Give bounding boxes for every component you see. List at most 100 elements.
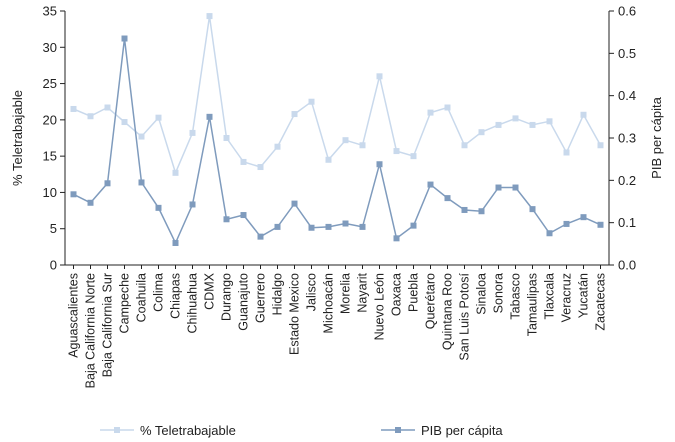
data-point-pib xyxy=(121,35,128,42)
data-point-pib xyxy=(308,224,315,231)
data-point-teletrabajable xyxy=(478,129,485,136)
x-tick-label: Tabasco xyxy=(509,273,523,320)
data-point-teletrabajable xyxy=(546,118,553,125)
data-point-teletrabajable xyxy=(172,169,179,176)
legend-item-teletrabajable: % Teletrabajable xyxy=(100,423,236,438)
data-point-pib xyxy=(172,239,179,246)
data-point-teletrabajable xyxy=(291,111,298,118)
data-point-teletrabajable xyxy=(393,148,400,155)
left-tick-label: 15 xyxy=(43,149,57,164)
data-point-pib xyxy=(342,220,349,227)
data-point-pib xyxy=(138,179,145,186)
x-tick-labels: Aguascalientes Baja California Norte Baja … xyxy=(67,265,608,388)
x-tick-label: Querétaro xyxy=(424,273,438,329)
right-tick-label: 0.6 xyxy=(618,4,636,19)
data-point-pib xyxy=(223,216,230,223)
left-axis-title: % Teletrabajable xyxy=(10,90,25,186)
data-point-teletrabajable xyxy=(325,156,332,163)
data-point-pib xyxy=(87,199,94,206)
data-point-pib xyxy=(529,206,536,213)
x-tick-label: Sonora xyxy=(492,273,506,313)
data-point-teletrabajable xyxy=(70,105,77,112)
data-point-pib xyxy=(206,113,213,120)
x-tick-label: Estado Mexico xyxy=(288,273,302,355)
data-point-pib xyxy=(104,180,111,187)
right-y-ticks: 0.0 0.1 0.2 0.3 0.4 0.5 0.6 xyxy=(609,4,636,273)
x-tick-label: Hidalgo xyxy=(271,273,285,315)
data-point-teletrabajable xyxy=(104,104,111,111)
x-tick-label: Baja California Sur xyxy=(101,273,115,377)
data-point-teletrabajable xyxy=(223,135,230,141)
x-tick-label: San Luis Potosí xyxy=(458,272,472,360)
data-point-teletrabajable xyxy=(461,142,468,149)
x-tick-label: Michoacán xyxy=(322,273,336,333)
data-point-teletrabajable xyxy=(580,111,587,118)
right-axis-title: PIB per cápita xyxy=(649,96,664,178)
x-tick-label: Chiapas xyxy=(169,273,183,319)
legend-item-pib: PIB per cápita xyxy=(381,423,503,438)
data-point-teletrabajable xyxy=(87,113,94,120)
data-point-teletrabajable xyxy=(427,109,434,116)
data-point-teletrabajable xyxy=(444,104,451,111)
data-point-pib xyxy=(155,204,162,211)
x-tick-label: Jalisco xyxy=(305,273,319,311)
legend-label-pib: PIB per cápita xyxy=(421,423,503,438)
data-point-pib xyxy=(597,221,604,228)
data-point-teletrabajable xyxy=(342,137,349,144)
data-point-pib xyxy=(478,208,485,215)
data-point-teletrabajable xyxy=(274,143,281,150)
x-tick-label: Guanajuto xyxy=(237,273,251,331)
data-point-pib xyxy=(359,223,366,230)
x-tick-label: Campeche xyxy=(118,273,132,333)
legend-label-teletrabajable: % Teletrabajable xyxy=(140,423,236,438)
data-point-teletrabajable xyxy=(308,98,315,105)
data-point-pib xyxy=(376,161,383,168)
data-point-teletrabajable xyxy=(121,119,128,126)
left-tick-label: 0 xyxy=(50,258,57,273)
x-tick-label: Chihuahua xyxy=(186,273,200,334)
data-point-teletrabajable xyxy=(376,73,383,80)
x-tick-label: Guerrero xyxy=(254,273,268,323)
x-tick-label: Zacatecas xyxy=(594,273,608,331)
data-point-pib xyxy=(189,201,196,208)
data-point-pib xyxy=(240,212,247,219)
x-tick-label: Puebla xyxy=(407,273,421,312)
x-tick-label: Coahuila xyxy=(135,273,149,322)
left-tick-label: 30 xyxy=(43,40,57,55)
right-tick-label: 0.1 xyxy=(618,215,636,230)
left-tick-label: 35 xyxy=(43,4,57,19)
x-tick-label: Yucatán xyxy=(577,273,591,318)
left-y-ticks: 0 5 10 15 20 25 30 35 xyxy=(43,4,65,273)
x-tick-label: Nuevo León xyxy=(373,273,387,340)
x-tick-label: Oaxaca xyxy=(390,273,404,316)
data-point-pib xyxy=(257,233,264,240)
x-tick-label: Sinaloa xyxy=(475,273,489,315)
left-tick-label: 5 xyxy=(50,221,57,236)
data-point-pib xyxy=(70,191,77,198)
data-point-teletrabajable xyxy=(155,114,162,121)
data-point-teletrabajable xyxy=(240,158,247,165)
data-point-teletrabajable xyxy=(359,142,366,149)
data-point-teletrabajable xyxy=(189,129,196,136)
data-point-teletrabajable xyxy=(597,142,604,149)
data-point-pib xyxy=(427,181,434,188)
data-point-pib xyxy=(393,235,400,242)
data-point-teletrabajable xyxy=(257,164,264,171)
data-point-pib xyxy=(274,223,281,230)
left-tick-label: 10 xyxy=(43,185,57,200)
data-point-teletrabajable xyxy=(206,13,213,20)
x-tick-label: Durango xyxy=(220,273,234,321)
data-point-pib xyxy=(495,184,502,191)
left-tick-label: 20 xyxy=(43,112,57,127)
legend: % Teletrabajable PIB per cápita xyxy=(100,423,503,438)
legend-marker-teletrabajable xyxy=(114,427,120,433)
x-tick-label: Morelia xyxy=(339,273,353,314)
right-tick-label: 0.2 xyxy=(618,173,636,188)
x-tick-label: Baja California Norte xyxy=(84,273,98,388)
x-tick-label: Nayarit xyxy=(356,272,370,312)
data-point-teletrabajable xyxy=(563,149,570,156)
x-tick-label: Tamaulipas xyxy=(526,273,540,336)
data-point-pib xyxy=(580,214,587,221)
x-tick-label: CDMX xyxy=(203,272,217,309)
series-line-pib xyxy=(73,38,601,245)
